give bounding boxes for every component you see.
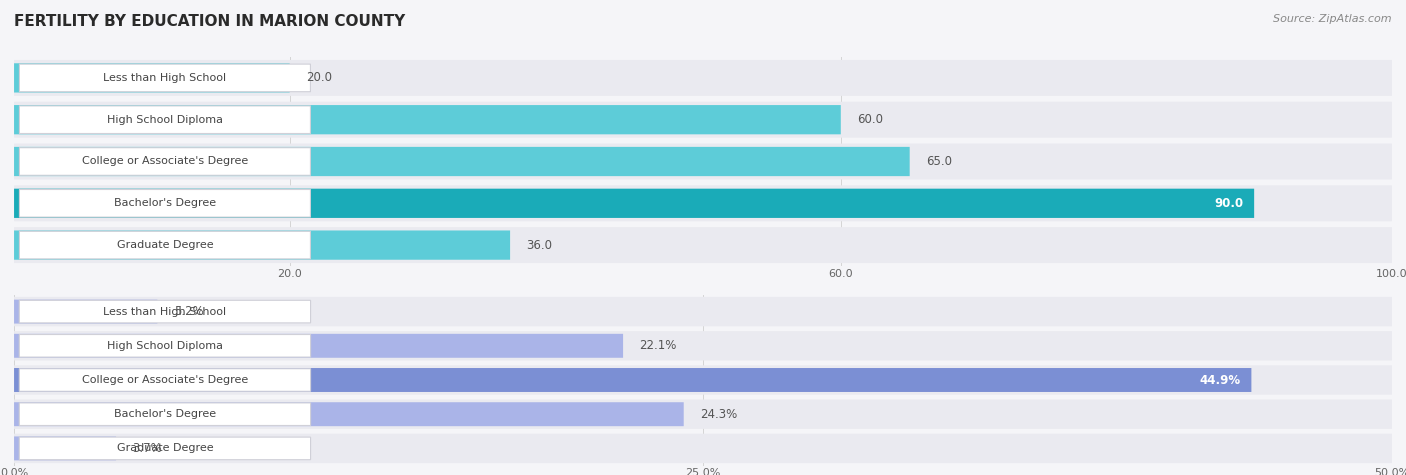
FancyBboxPatch shape xyxy=(20,106,311,133)
Text: College or Associate's Degree: College or Associate's Degree xyxy=(82,156,247,167)
FancyBboxPatch shape xyxy=(14,402,683,426)
Text: 36.0: 36.0 xyxy=(527,238,553,252)
FancyBboxPatch shape xyxy=(14,368,1251,392)
FancyBboxPatch shape xyxy=(14,434,1392,463)
Text: Less than High School: Less than High School xyxy=(104,306,226,317)
FancyBboxPatch shape xyxy=(20,300,311,323)
FancyBboxPatch shape xyxy=(20,437,311,460)
FancyBboxPatch shape xyxy=(20,148,311,175)
FancyBboxPatch shape xyxy=(14,143,1392,180)
FancyBboxPatch shape xyxy=(20,403,311,426)
FancyBboxPatch shape xyxy=(20,334,311,357)
Text: 5.2%: 5.2% xyxy=(174,305,204,318)
Text: Bachelor's Degree: Bachelor's Degree xyxy=(114,409,217,419)
Text: 3.7%: 3.7% xyxy=(132,442,162,455)
FancyBboxPatch shape xyxy=(14,331,1392,361)
FancyBboxPatch shape xyxy=(14,334,623,358)
Text: Graduate Degree: Graduate Degree xyxy=(117,240,214,250)
Text: 60.0: 60.0 xyxy=(858,113,883,126)
Text: College or Associate's Degree: College or Associate's Degree xyxy=(82,375,247,385)
FancyBboxPatch shape xyxy=(14,185,1392,221)
Text: FERTILITY BY EDUCATION IN MARION COUNTY: FERTILITY BY EDUCATION IN MARION COUNTY xyxy=(14,14,405,29)
FancyBboxPatch shape xyxy=(20,64,311,92)
Text: Bachelor's Degree: Bachelor's Degree xyxy=(114,198,217,209)
Text: High School Diploma: High School Diploma xyxy=(107,341,224,351)
FancyBboxPatch shape xyxy=(14,63,290,93)
Text: 24.3%: 24.3% xyxy=(700,408,738,421)
FancyBboxPatch shape xyxy=(20,190,311,217)
FancyBboxPatch shape xyxy=(14,437,117,460)
FancyBboxPatch shape xyxy=(14,297,1392,326)
FancyBboxPatch shape xyxy=(14,230,510,260)
Text: High School Diploma: High School Diploma xyxy=(107,114,224,125)
Text: Graduate Degree: Graduate Degree xyxy=(117,443,214,454)
FancyBboxPatch shape xyxy=(14,60,1392,96)
FancyBboxPatch shape xyxy=(14,102,1392,138)
FancyBboxPatch shape xyxy=(14,105,841,134)
FancyBboxPatch shape xyxy=(14,300,157,323)
FancyBboxPatch shape xyxy=(20,231,311,259)
FancyBboxPatch shape xyxy=(14,147,910,176)
FancyBboxPatch shape xyxy=(14,189,1254,218)
Text: Less than High School: Less than High School xyxy=(104,73,226,83)
FancyBboxPatch shape xyxy=(14,399,1392,429)
Text: 20.0: 20.0 xyxy=(307,71,332,85)
FancyBboxPatch shape xyxy=(14,227,1392,263)
Text: 44.9%: 44.9% xyxy=(1199,373,1240,387)
FancyBboxPatch shape xyxy=(14,365,1392,395)
Text: Source: ZipAtlas.com: Source: ZipAtlas.com xyxy=(1274,14,1392,24)
FancyBboxPatch shape xyxy=(20,369,311,391)
Text: 90.0: 90.0 xyxy=(1213,197,1243,210)
Text: 65.0: 65.0 xyxy=(927,155,952,168)
Text: 22.1%: 22.1% xyxy=(640,339,678,352)
